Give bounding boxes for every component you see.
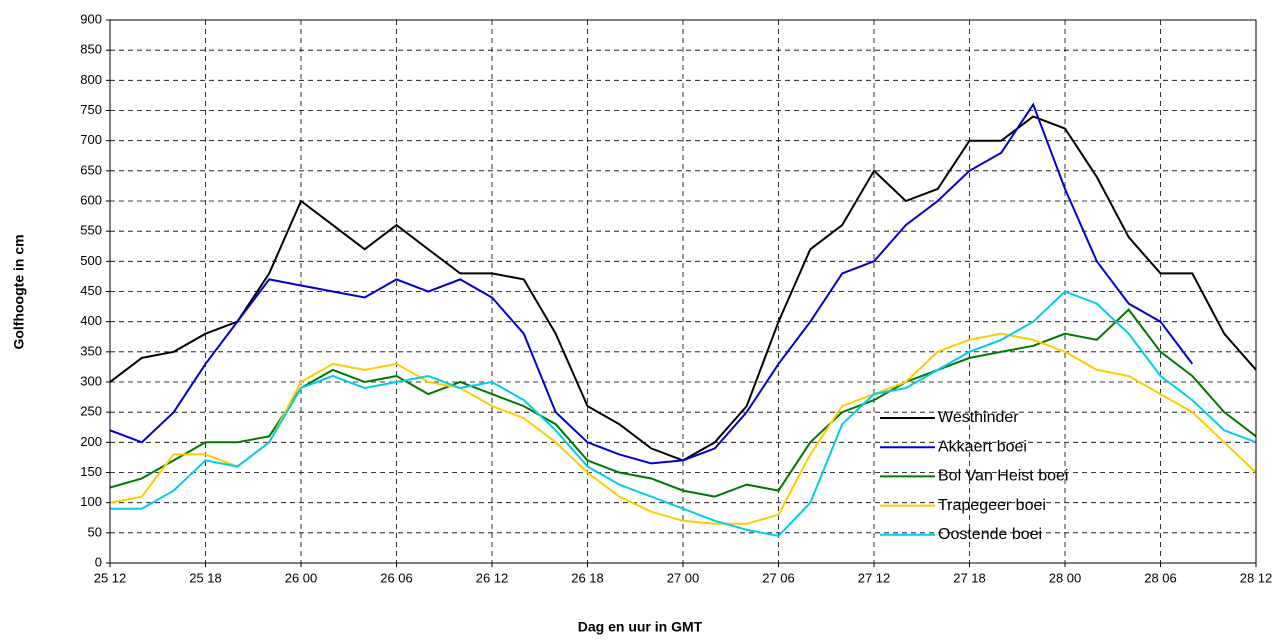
legend-label: Westhinder [938, 409, 1019, 426]
y-tick-label: 50 [88, 524, 102, 539]
x-tick-label: 26 06 [380, 570, 413, 585]
y-tick-label: 250 [80, 404, 102, 419]
y-tick-label: 650 [80, 162, 102, 177]
x-tick-label: 27 12 [858, 570, 891, 585]
y-tick-label: 600 [80, 192, 102, 207]
y-tick-label: 750 [80, 102, 102, 117]
legend-label: Oostende boei [938, 526, 1042, 543]
y-tick-label: 500 [80, 253, 102, 268]
x-tick-label: 27 06 [762, 570, 795, 585]
x-tick-label: 26 00 [285, 570, 318, 585]
x-tick-label: 27 18 [953, 570, 986, 585]
y-tick-label: 0 [95, 554, 102, 569]
x-tick-label: 25 12 [94, 570, 127, 585]
x-tick-label: 28 00 [1049, 570, 1082, 585]
series-line [109, 332, 1257, 525]
series-line [109, 102, 1194, 465]
x-tick-label: 27 00 [667, 570, 700, 585]
legend-label: Trapegeer boei [938, 497, 1046, 514]
y-axis-title: Golfhoogte in cm [11, 234, 27, 349]
x-tick-label: 25 18 [189, 570, 222, 585]
y-tick-label: 850 [80, 42, 102, 57]
x-tick-label: 26 18 [571, 570, 604, 585]
y-tick-label: 550 [80, 223, 102, 238]
y-tick-label: 300 [80, 373, 102, 388]
x-tick-label: 28 12 [1240, 570, 1273, 585]
y-tick-label: 100 [80, 494, 102, 509]
x-axis-title: Dag en uur in GMT [578, 619, 703, 635]
legend-label: Bol Van Heist boei [938, 468, 1068, 485]
y-tick-label: 450 [80, 283, 102, 298]
y-tick-label: 800 [80, 72, 102, 87]
legend-label: Akkaert boei [938, 438, 1027, 455]
y-tick-label: 150 [80, 464, 102, 479]
y-tick-label: 200 [80, 434, 102, 449]
y-tick-label: 700 [80, 132, 102, 147]
y-tick-label: 350 [80, 343, 102, 358]
x-tick-label: 28 06 [1144, 570, 1177, 585]
x-tick-label: 26 12 [476, 570, 509, 585]
y-tick-label: 400 [80, 313, 102, 328]
series-line [110, 290, 1257, 537]
plot-border [109, 19, 1257, 564]
y-tick-label: 900 [80, 11, 102, 26]
